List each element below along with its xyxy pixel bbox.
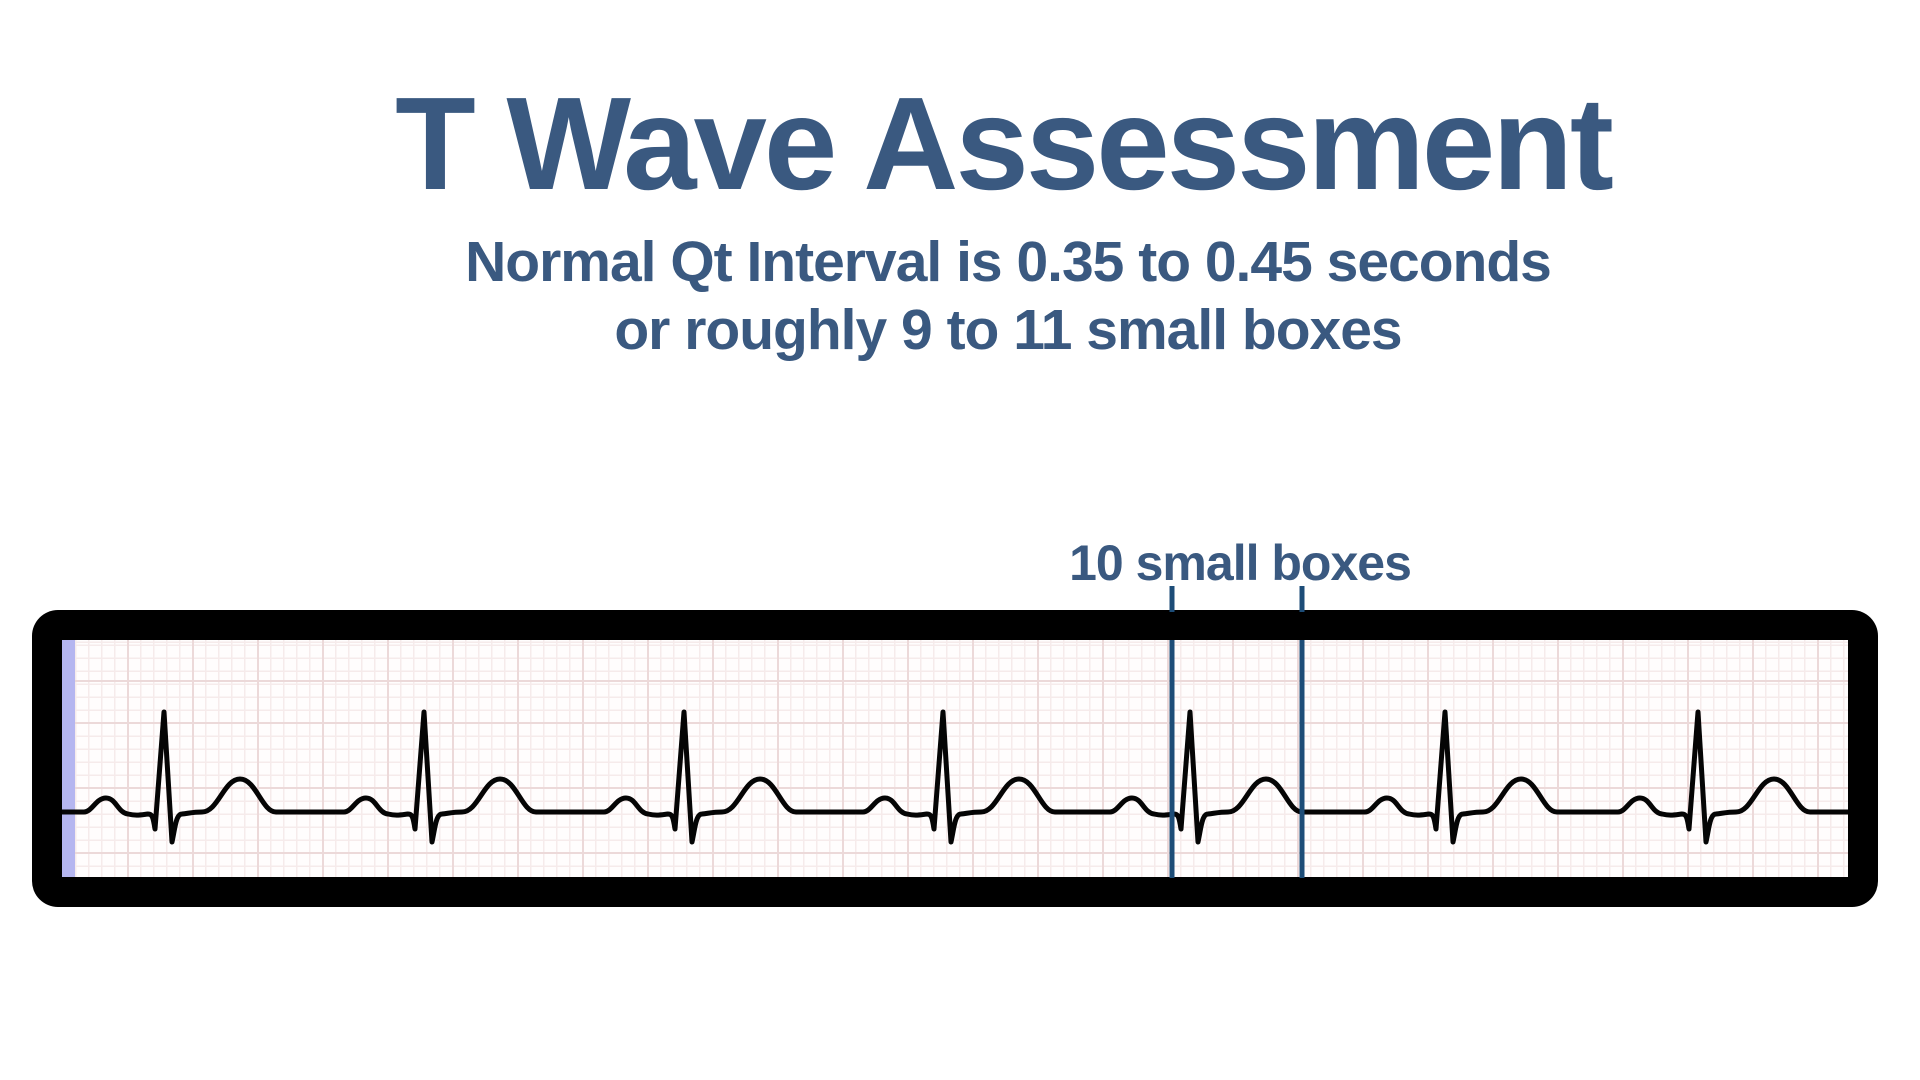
calibration-band (62, 640, 75, 877)
subtitle-line-1: Normal Qt Interval is 0.35 to 0.45 secon… (465, 230, 1552, 294)
page-title: T Wave Assessment (395, 70, 1614, 217)
qt-marker-end-line (1299, 640, 1305, 878)
ecg-strip-frame (32, 610, 1878, 907)
ecg-waveform (62, 709, 1848, 845)
ecg-paper-grid (62, 640, 1848, 877)
qt-marker-start-line (1169, 586, 1175, 612)
qt-marker-end-line (1299, 586, 1305, 612)
subtitle-line-2: or roughly 9 to 11 small boxes (614, 298, 1402, 362)
slide-subtitle: Normal Qt Interval is 0.35 to 0.45 secon… (465, 228, 1552, 364)
qt-interval-label: 10 small boxes (1069, 535, 1412, 591)
qt-marker-start-line (1169, 640, 1175, 878)
